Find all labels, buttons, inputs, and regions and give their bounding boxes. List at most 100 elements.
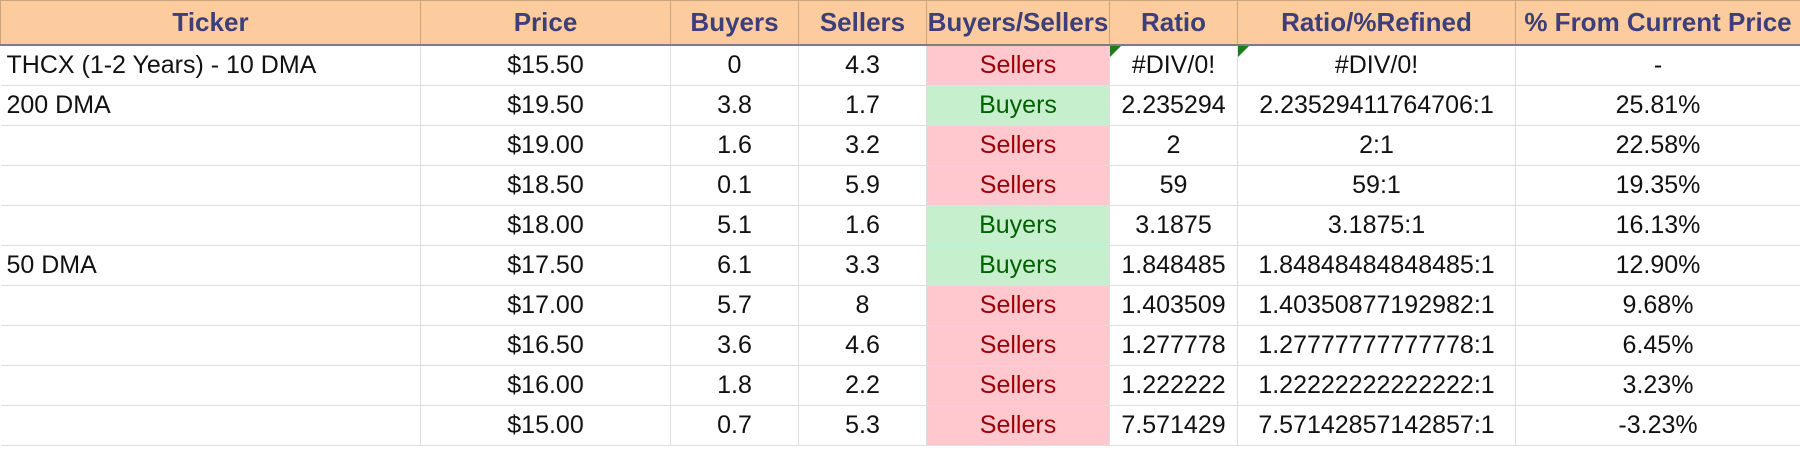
cell-buyers-sellers[interactable]: Sellers: [926, 405, 1110, 446]
table-row: $17.00 5.7 8 Sellers 1.403509 1.4035087719298…: [0, 285, 1800, 326]
cell-sellers[interactable]: 5.3: [798, 405, 927, 446]
header-pct-from-price[interactable]: % From Current Price: [1515, 0, 1800, 46]
cell-pct-from-price[interactable]: 9.68%: [1515, 285, 1800, 326]
cell-ratio[interactable]: 2.235294: [1109, 85, 1238, 126]
cell-sellers[interactable]: 3.2: [798, 125, 927, 166]
header-sellers[interactable]: Sellers: [798, 0, 927, 46]
cell-buyers[interactable]: 0: [670, 45, 799, 86]
table-row: $19.00 1.6 3.2 Sellers 2 2:1 22.58%: [0, 125, 1800, 166]
cell-ratio[interactable]: 1.222222: [1109, 365, 1238, 406]
cell-sellers[interactable]: 4.3: [798, 45, 927, 86]
cell-buyers-sellers[interactable]: Sellers: [926, 285, 1110, 326]
cell-ratio-refined[interactable]: 1.40350877192982:1: [1237, 285, 1516, 326]
cell-price[interactable]: $15.50: [420, 45, 671, 86]
cell-pct-from-price[interactable]: 22.58%: [1515, 125, 1800, 166]
cell-pct-from-price[interactable]: 25.81%: [1515, 85, 1800, 126]
cell-ticker[interactable]: [0, 165, 421, 206]
cell-pct-from-price[interactable]: 6.45%: [1515, 325, 1800, 366]
cell-ticker[interactable]: [0, 325, 421, 366]
cell-ratio-refined[interactable]: 59:1: [1237, 165, 1516, 206]
cell-ratio-refined[interactable]: 2.23529411764706:1: [1237, 85, 1516, 126]
cell-ratio-refined[interactable]: 7.57142857142857:1: [1237, 405, 1516, 446]
cell-ticker[interactable]: [0, 205, 421, 246]
cell-price[interactable]: $16.00: [420, 365, 671, 406]
cell-price[interactable]: $16.50: [420, 325, 671, 366]
cell-ratio[interactable]: 2: [1109, 125, 1238, 166]
table-row: THCX (1-2 Years) - 10 DMA $15.50 0 4.3 Selle…: [0, 45, 1800, 86]
cell-ticker[interactable]: [0, 125, 421, 166]
cell-pct-from-price[interactable]: 16.13%: [1515, 205, 1800, 246]
cell-sellers[interactable]: 3.3: [798, 245, 927, 286]
cell-sellers[interactable]: 5.9: [798, 165, 927, 206]
cell-sellers[interactable]: 2.2: [798, 365, 927, 406]
cell-ticker[interactable]: [0, 285, 421, 326]
cell-ratio[interactable]: 1.403509: [1109, 285, 1238, 326]
cell-sellers[interactable]: 1.7: [798, 85, 927, 126]
table-row: $15.00 0.7 5.3 Sellers 7.571429 7.57142857142…: [0, 405, 1800, 446]
cell-price[interactable]: $17.50: [420, 245, 671, 286]
cell-pct-from-price[interactable]: -3.23%: [1515, 405, 1800, 446]
cell-price[interactable]: $19.00: [420, 125, 671, 166]
cell-buyers[interactable]: 6.1: [670, 245, 799, 286]
cell-buyers-sellers[interactable]: Buyers: [926, 245, 1110, 286]
table-row: $18.50 0.1 5.9 Sellers 59 59:1 19.35%: [0, 165, 1800, 206]
header-ticker[interactable]: Ticker: [0, 0, 421, 46]
table-row: 50 DMA $17.50 6.1 3.3 Buyers 1.848485 1.848484…: [0, 245, 1800, 286]
cell-buyers-sellers[interactable]: Sellers: [926, 125, 1110, 166]
cell-buyers[interactable]: 0.1: [670, 165, 799, 206]
table-row: $18.00 5.1 1.6 Buyers 3.1875 3.1875:1 16.13%: [0, 205, 1800, 246]
header-row: Ticker Price Buyers Sellers Buyers/Selle…: [0, 0, 1800, 46]
cell-ratio[interactable]: 1.277778: [1109, 325, 1238, 366]
cell-price[interactable]: $15.00: [420, 405, 671, 446]
cell-ticker[interactable]: THCX (1-2 Years) - 10 DMA: [0, 45, 421, 86]
cell-sellers[interactable]: 1.6: [798, 205, 927, 246]
error-indicator-icon: [1110, 46, 1121, 57]
cell-ratio-refined[interactable]: 3.1875:1: [1237, 205, 1516, 246]
cell-ratio[interactable]: 1.848485: [1109, 245, 1238, 286]
cell-buyers-sellers[interactable]: Buyers: [926, 205, 1110, 246]
header-buyers[interactable]: Buyers: [670, 0, 799, 46]
cell-price[interactable]: $19.50: [420, 85, 671, 126]
cell-ratio-refined[interactable]: #DIV/0!: [1237, 45, 1516, 86]
cell-ticker[interactable]: 50 DMA: [0, 245, 421, 286]
cell-ratio-refined[interactable]: 1.27777777777778:1: [1237, 325, 1516, 366]
cell-buyers-sellers[interactable]: Sellers: [926, 325, 1110, 366]
cell-ratio[interactable]: 3.1875: [1109, 205, 1238, 246]
cell-ticker[interactable]: [0, 365, 421, 406]
cell-buyers[interactable]: 5.1: [670, 205, 799, 246]
cell-buyers-sellers[interactable]: Buyers: [926, 85, 1110, 126]
cell-ratio[interactable]: #DIV/0!: [1109, 45, 1238, 86]
cell-ratio-refined[interactable]: 1.22222222222222:1: [1237, 365, 1516, 406]
cell-price[interactable]: $18.50: [420, 165, 671, 206]
cell-buyers-sellers[interactable]: Sellers: [926, 45, 1110, 86]
cell-ratio[interactable]: 59: [1109, 165, 1238, 206]
header-price[interactable]: Price: [420, 0, 671, 46]
cell-buyers[interactable]: 3.8: [670, 85, 799, 126]
cell-buyers-sellers[interactable]: Sellers: [926, 365, 1110, 406]
cell-pct-from-price[interactable]: -: [1515, 45, 1800, 86]
cell-buyers[interactable]: 3.6: [670, 325, 799, 366]
cell-ticker[interactable]: [0, 405, 421, 446]
cell-pct-from-price[interactable]: 12.90%: [1515, 245, 1800, 286]
cell-price[interactable]: $17.00: [420, 285, 671, 326]
header-buyers-sellers[interactable]: Buyers/Sellers: [926, 0, 1110, 46]
cell-buyers[interactable]: 0.7: [670, 405, 799, 446]
cell-pct-from-price[interactable]: 19.35%: [1515, 165, 1800, 206]
cell-buyers[interactable]: 1.8: [670, 365, 799, 406]
cell-price[interactable]: $18.00: [420, 205, 671, 246]
cell-ratio-refined[interactable]: 2:1: [1237, 125, 1516, 166]
cell-buyers[interactable]: 5.7: [670, 285, 799, 326]
cell-buyers-sellers[interactable]: Sellers: [926, 165, 1110, 206]
cell-sellers[interactable]: 8: [798, 285, 927, 326]
cell-sellers[interactable]: 4.6: [798, 325, 927, 366]
cell-ratio-refined[interactable]: 1.84848484848485:1: [1237, 245, 1516, 286]
header-ratio[interactable]: Ratio: [1109, 0, 1238, 46]
error-indicator-icon: [1238, 46, 1249, 57]
cell-ticker[interactable]: 200 DMA: [0, 85, 421, 126]
cell-pct-from-price[interactable]: 3.23%: [1515, 365, 1800, 406]
table-row: $16.00 1.8 2.2 Sellers 1.222222 1.22222222222…: [0, 365, 1800, 406]
cell-buyers[interactable]: 1.6: [670, 125, 799, 166]
header-ratio-refined[interactable]: Ratio/%Refined: [1237, 0, 1516, 46]
cell-ratio[interactable]: 7.571429: [1109, 405, 1238, 446]
